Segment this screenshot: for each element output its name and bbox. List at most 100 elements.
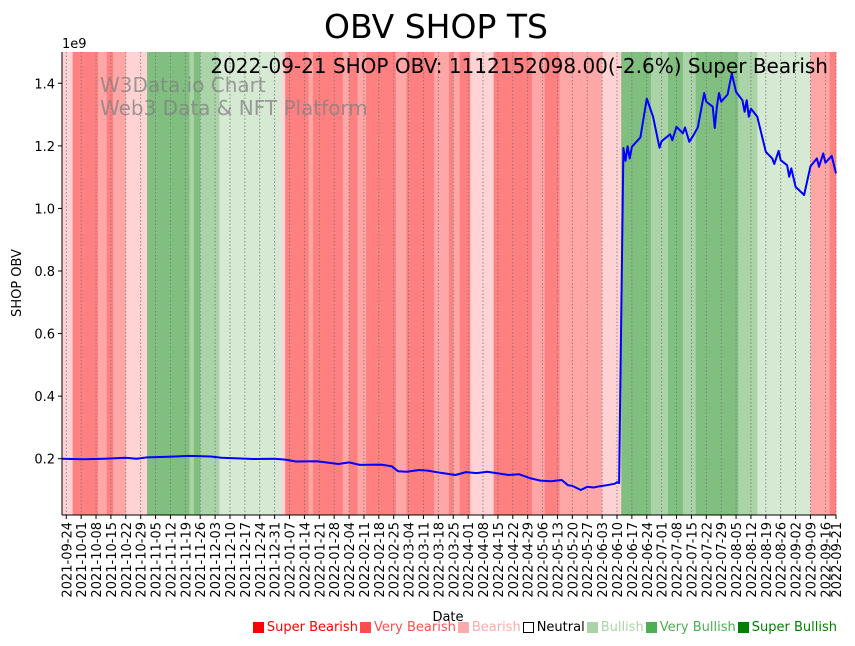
y-scale-label: 1e9 (62, 37, 87, 52)
x-tick-label: 2021-10-15 (105, 522, 120, 598)
x-tick-label: 2022-06-24 (641, 522, 656, 598)
sentiment-band (219, 52, 282, 515)
obv-series-line (61, 72, 837, 491)
sentiment-band (449, 52, 454, 515)
x-tick-label: 2022-07-15 (685, 522, 700, 598)
x-tick-label: 2022-01-14 (298, 522, 313, 598)
sentiment-band (738, 52, 758, 515)
x-tick-label: 2021-10-08 (90, 522, 105, 598)
axes (61, 52, 836, 516)
sentiment-band (621, 52, 652, 515)
x-tick-label: 2021-12-03 (209, 522, 224, 598)
x-tick-label: 2021-11-26 (194, 522, 209, 598)
sentiment-band (434, 52, 450, 515)
sentiment-band (281, 52, 286, 515)
sentiment-band (395, 52, 407, 515)
x-tick-label: 2021-09-24 (60, 522, 75, 598)
x-tick-label: 2021-10-01 (75, 522, 90, 598)
x-tick-label: 2022-03-25 (447, 522, 462, 598)
legend-item: Neutral (522, 620, 585, 635)
x-ticks: 2021-09-24 2021-10-01 2021-10-08 2021-10-15… (60, 515, 845, 598)
sentiment-band (459, 52, 471, 515)
legend-label: Neutral (536, 620, 585, 635)
sentiment-band (106, 52, 114, 515)
sentiment-band (810, 52, 830, 515)
legend-label: Bearish (471, 620, 521, 635)
x-tick-label: 2022-02-25 (388, 522, 403, 598)
y-tick-label: 0.2 (34, 453, 55, 468)
x-tick-label: 2022-09-16 (819, 522, 834, 598)
legend: Super Bearish Very Bearish Bearish Neutral B… (251, 620, 837, 635)
y-axis-label: SHOP OBV (10, 249, 25, 317)
sentiment-band (357, 52, 367, 515)
sentiment-band (366, 52, 397, 515)
chart-title: OBV SHOP TS (324, 7, 548, 46)
legend-swatch (359, 622, 371, 633)
sentiment-band (200, 52, 220, 515)
sentiment-bands (62, 52, 837, 515)
sentiment-band (531, 52, 545, 515)
sentiment-band (668, 52, 684, 515)
y-tick-label: 0.4 (34, 390, 55, 405)
legend-item: Bearish (457, 620, 521, 635)
sentiment-band (98, 52, 107, 515)
sentiment-band (559, 52, 603, 515)
x-tick-label: 2022-07-22 (700, 522, 715, 598)
x-tick-label: 2022-02-18 (373, 522, 388, 598)
sentiment-band (544, 52, 560, 515)
x-tick-label: 2021-11-19 (179, 522, 194, 598)
legend-swatch (737, 622, 749, 633)
sentiment-band (651, 52, 669, 515)
x-tick-label: 2021-12-17 (239, 522, 254, 598)
x-tick-label: 2022-08-19 (760, 522, 775, 598)
sentiment-band (147, 52, 190, 515)
x-tick-label: 2022-02-04 (343, 522, 358, 598)
legend-swatch (586, 622, 598, 633)
x-tick-label: 2022-04-08 (477, 522, 492, 598)
sentiment-band (757, 52, 811, 515)
sentiment-band (342, 52, 350, 515)
x-tick-label: 2022-02-11 (358, 522, 373, 598)
sentiment-band (312, 52, 343, 515)
y-ticks: 0.2 0.4 0.6 0.8 1.0 1.2 1.4 (34, 77, 62, 468)
x-tick-label: 2022-05-27 (581, 522, 596, 598)
x-tick-label: 2022-06-17 (626, 522, 641, 598)
x-tick-label: 2022-09-09 (804, 522, 819, 598)
sentiment-band (113, 52, 127, 515)
legend-item: Very Bullish (645, 620, 736, 635)
sentiment-band (470, 52, 494, 515)
x-tick-label: 2022-03-11 (417, 522, 432, 598)
legend-item: Very Bearish (359, 620, 456, 635)
x-tick-label: 2022-05-20 (566, 522, 581, 598)
y-tick-label: 1.4 (34, 77, 55, 92)
x-tick-label: 2022-05-06 (537, 522, 552, 598)
x-tick-label: 2022-08-26 (775, 522, 790, 598)
x-tick-label: 2022-07-01 (656, 522, 671, 598)
x-tick-label: 2022-01-21 (313, 522, 328, 598)
x-tick-label: 2022-01-28 (328, 522, 343, 598)
sentiment-band (308, 52, 314, 515)
x-tick-label: 2022-04-22 (507, 522, 522, 598)
sentiment-band (453, 52, 460, 515)
legend-item: Bullish (586, 620, 644, 635)
y-tick-label: 1.2 (34, 140, 55, 155)
legend-label: Bullish (600, 620, 644, 635)
watermark-line-1: W3Data.io Chart (100, 73, 266, 97)
x-tick-label: 2021-12-31 (269, 522, 284, 598)
legend-item: Super Bearish (252, 620, 358, 635)
watermark-line-2: Web3 Data & NFT Platform (100, 96, 368, 120)
y-tick-label: 0.8 (34, 265, 55, 280)
x-tick-label: 2022-07-08 (671, 522, 686, 598)
sentiment-band (695, 52, 739, 515)
x-tick-label: 2022-06-10 (611, 522, 626, 598)
x-tick-label: 2021-12-24 (254, 522, 269, 598)
legend-swatch (522, 622, 534, 633)
x-tick-label: 2021-11-12 (164, 522, 179, 598)
x-tick-label: 2021-10-22 (120, 522, 135, 598)
sentiment-band (125, 52, 148, 515)
x-tick-label: 2022-03-04 (403, 522, 418, 598)
x-axis-label: Date (432, 610, 463, 625)
legend-label: Very Bearish (373, 620, 456, 635)
legend-swatch (645, 622, 657, 633)
